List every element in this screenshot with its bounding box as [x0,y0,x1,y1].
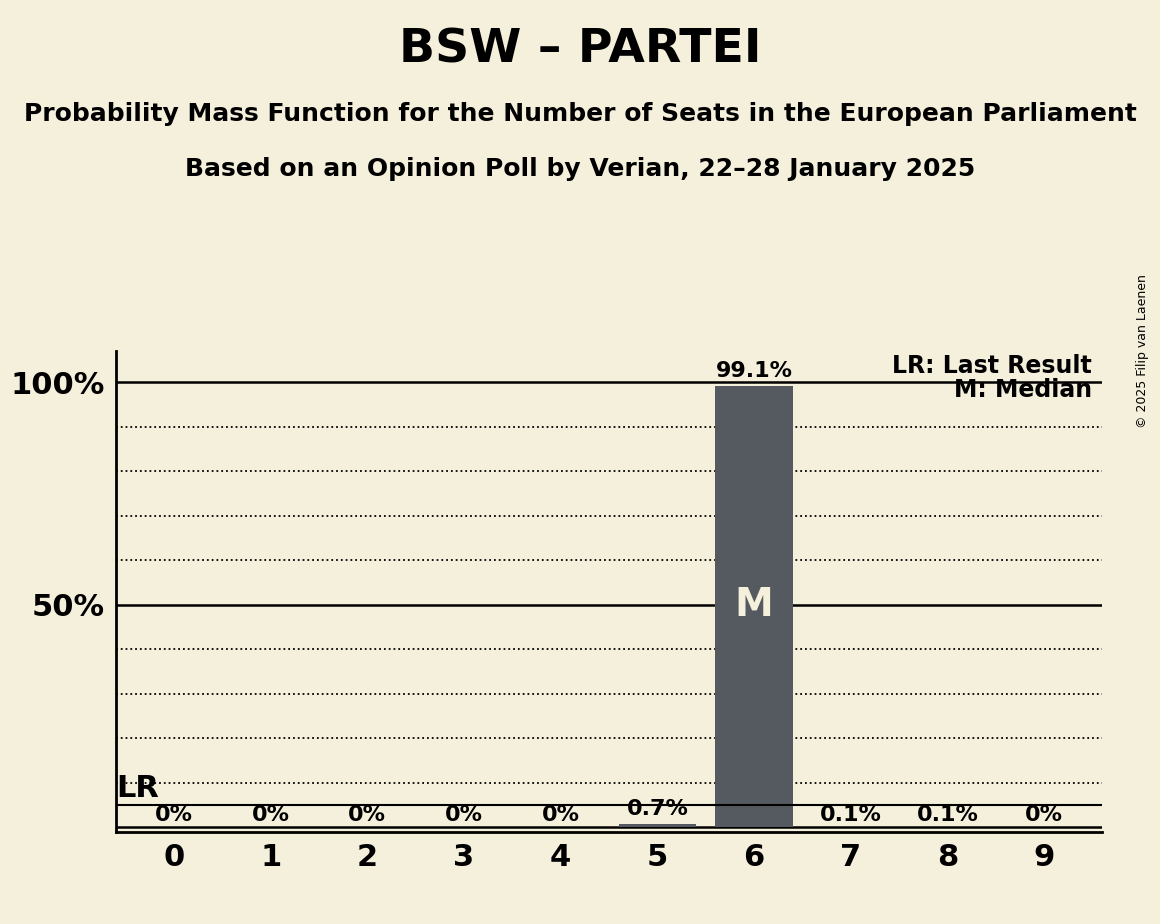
Text: 0%: 0% [252,806,290,825]
Text: 0%: 0% [348,806,386,825]
Text: 0.7%: 0.7% [626,798,688,819]
Text: 99.1%: 99.1% [716,361,792,381]
Text: 0%: 0% [1025,806,1063,825]
Text: 0%: 0% [445,806,483,825]
Text: 0%: 0% [155,806,193,825]
Text: LR: Last Result: LR: Last Result [892,354,1092,378]
Text: Based on an Opinion Poll by Verian, 22–28 January 2025: Based on an Opinion Poll by Verian, 22–2… [184,157,976,181]
Text: BSW – PARTEI: BSW – PARTEI [399,28,761,73]
Bar [618,824,696,827]
Text: Probability Mass Function for the Number of Seats in the European Parliament: Probability Mass Function for the Number… [23,102,1137,126]
Bar [716,386,792,827]
Text: LR: LR [116,773,159,803]
Text: 0%: 0% [542,806,580,825]
Text: M: M [734,586,774,624]
Text: M: Median: M: Median [954,378,1092,402]
Text: 0.1%: 0.1% [820,806,882,825]
Text: © 2025 Filip van Laenen: © 2025 Filip van Laenen [1136,274,1150,428]
Text: 0.1%: 0.1% [916,806,978,825]
